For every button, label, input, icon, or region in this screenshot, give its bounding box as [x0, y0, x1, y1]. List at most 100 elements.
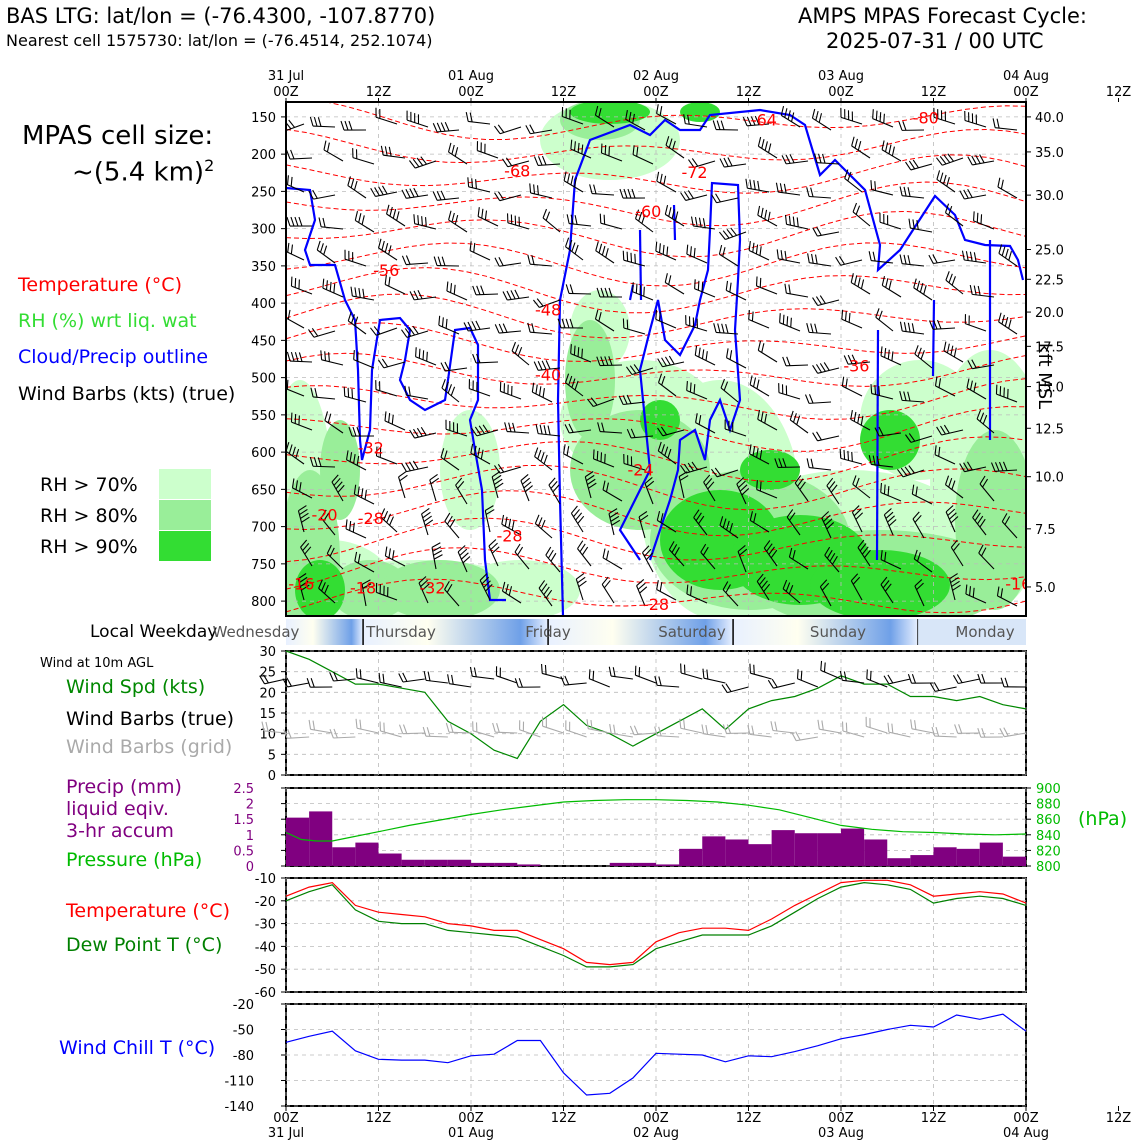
surface-barb-grid [999, 727, 1027, 738]
barb-flag [312, 189, 318, 199]
barb-flag [756, 448, 759, 458]
barb-flag [698, 415, 702, 425]
windchill-tick-label: -80 [233, 1049, 254, 1064]
barb-flag [286, 351, 291, 362]
barb-flag [784, 283, 787, 294]
barb-flag [290, 351, 295, 362]
barb-flag [301, 516, 310, 523]
barb-flag [967, 461, 973, 471]
barb-flag [292, 446, 296, 457]
barb-flag [354, 211, 359, 221]
wind-barb [632, 145, 654, 165]
barb-shaft [973, 220, 995, 230]
time-label-date-bottom: 04 Aug [1003, 1126, 1049, 1140]
barb-flag [415, 347, 417, 357]
barb-flag [370, 187, 376, 197]
wind-barb [711, 193, 739, 204]
barb-flag [445, 419, 447, 430]
barb-flag [695, 512, 702, 521]
barb-flag [471, 427, 478, 437]
barb-shaft [448, 219, 468, 233]
wind-barb [470, 443, 491, 465]
barb-shaft [945, 279, 964, 295]
wind-barb [755, 276, 778, 295]
barb-flag [356, 455, 360, 466]
temperature-label: -80 [913, 108, 939, 127]
legend-windchill: Wind Chill T (°C) [59, 1037, 216, 1059]
barb-flag [384, 546, 388, 557]
barb-flag [510, 290, 516, 300]
wind-barb [525, 124, 553, 135]
wind-barb [444, 580, 460, 607]
barb-flag [716, 120, 721, 130]
wind-barb [531, 382, 553, 403]
barb-flag [938, 378, 942, 388]
barb-flag [354, 551, 358, 562]
barb-flag [448, 210, 452, 221]
wind-barb [806, 187, 832, 199]
barb-flag [473, 242, 476, 253]
barb-flag [469, 112, 473, 122]
kft-tick-label: 40.0 [1035, 111, 1064, 126]
barb-flag [598, 243, 603, 254]
precip-bar [679, 848, 703, 866]
barb-flag [505, 583, 509, 594]
wind-barb [638, 511, 649, 539]
legend-dew: Dew Point T (°C) [66, 934, 223, 956]
barb-flag [950, 345, 954, 356]
barb-flag [573, 509, 580, 518]
windchill-tick-label: -50 [233, 1024, 254, 1039]
barb-flag [590, 397, 598, 406]
wind-barb [899, 254, 925, 267]
barb-flag [726, 228, 734, 238]
barb-flag [450, 283, 453, 293]
barb-flag [504, 422, 508, 432]
time-label-hour-bottom: 00Z [643, 1111, 669, 1126]
barb-flag [326, 142, 330, 153]
wind-barb [533, 360, 561, 371]
wind-barb [779, 313, 801, 332]
barb-flag [979, 412, 985, 422]
barb-flag [565, 284, 570, 294]
barb-flag [383, 585, 385, 596]
barb-flag [288, 444, 293, 454]
kft-tick-label: 5.0 [1035, 581, 1056, 596]
barb-flag [568, 423, 574, 433]
barb-flag [841, 376, 845, 387]
wind-barb [874, 426, 902, 437]
barb-flag [596, 356, 601, 366]
barb-flag [764, 413, 768, 424]
barb-flag [694, 279, 696, 289]
barb-flag [662, 244, 665, 255]
wind-barb [756, 573, 771, 601]
barb-flag [778, 383, 780, 393]
barb-flag [388, 276, 391, 287]
barb-flag [577, 142, 580, 153]
surface-barb-true [495, 666, 518, 684]
barb-shaft [875, 316, 894, 332]
barb-flag [378, 672, 381, 683]
barb-flag [782, 314, 785, 325]
legend-precip-3: 3-hr accum [66, 820, 174, 842]
time-label-hour-bottom: 12Z [551, 1111, 577, 1126]
barb-flag [527, 254, 531, 265]
wind-barb [347, 176, 367, 199]
barb-flag [739, 548, 748, 556]
barb-flag [479, 573, 488, 581]
barb-flag [683, 191, 691, 200]
wind-barb [905, 433, 933, 443]
barb-flag [333, 671, 338, 681]
barb-flag [405, 462, 411, 472]
barb-flag [944, 475, 950, 485]
barb-flag [698, 217, 702, 228]
barb-flag [887, 349, 890, 360]
barb-flag [426, 351, 428, 362]
barb-flag [679, 475, 689, 481]
barb-flag [577, 515, 585, 524]
barb-flag [628, 111, 632, 122]
wind-barb [586, 397, 615, 408]
barb-flag [796, 669, 799, 679]
barb-flag [857, 413, 860, 424]
surface-barb-grid [931, 726, 957, 738]
barb-flag [944, 203, 950, 213]
